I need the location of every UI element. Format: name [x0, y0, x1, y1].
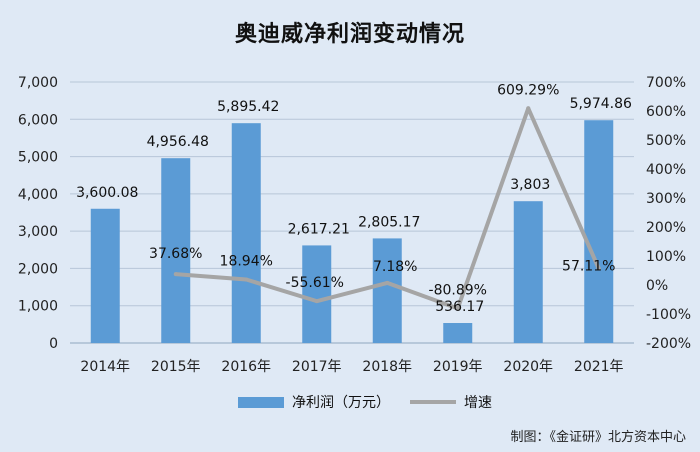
y-left-tick-label: 4,000 — [18, 187, 58, 203]
y-left-tick-label: 6,000 — [18, 112, 58, 128]
y-left-tick-label: 7,000 — [18, 75, 58, 91]
x-tick-label: 2021年 — [574, 359, 624, 375]
legend-item-net-profit: 净利润（万元） — [238, 392, 390, 412]
bar — [372, 238, 402, 343]
bar-data-label: 3,803 — [510, 177, 550, 193]
y-right-tick-label: 200% — [646, 220, 686, 236]
bar-data-label: 2,805.17 — [358, 214, 420, 230]
bar-data-label: 5,974.86 — [570, 96, 632, 112]
bar — [443, 323, 473, 343]
y-left-tick-label: 0 — [49, 336, 58, 352]
growth-data-label: 18.94% — [220, 254, 273, 270]
bar-data-label: 536.17 — [435, 299, 484, 315]
bar — [90, 208, 120, 343]
growth-data-label: 57.11% — [562, 258, 615, 274]
source-credit: 制图：《金证研》北方资本中心 — [510, 430, 686, 445]
legend-swatch-line — [410, 400, 456, 404]
growth-point — [526, 106, 531, 111]
growth-point — [385, 280, 390, 285]
bar — [513, 201, 543, 343]
y-right-tick-label: 100% — [646, 249, 686, 265]
growth-data-label: 7.18% — [373, 259, 417, 275]
y-left-tick-label: 1,000 — [18, 299, 58, 315]
growth-point — [314, 299, 319, 304]
y-right-tick-label: 300% — [646, 191, 686, 207]
growth-point — [596, 266, 601, 271]
x-tick-label: 2015年 — [151, 359, 201, 375]
growth-data-label: -55.61% — [286, 275, 344, 291]
legend: 净利润（万元） 增速 — [0, 392, 700, 416]
y-right-tick-label: -100% — [646, 307, 691, 323]
y-left-tick-label: 2,000 — [18, 261, 58, 277]
y-left-tick-label: 3,000 — [18, 224, 58, 240]
growth-data-label: 37.68% — [149, 246, 202, 262]
y-right-tick-label: 700% — [646, 75, 686, 91]
legend-swatch-bar — [238, 396, 284, 408]
bar-data-label: 3,600.08 — [76, 185, 138, 201]
x-tick-label: 2016年 — [221, 359, 271, 375]
x-tick-label: 2014年 — [80, 359, 130, 375]
growth-point — [173, 272, 178, 277]
growth-point — [244, 277, 249, 282]
y-right-tick-label: -200% — [646, 336, 691, 352]
bar — [161, 158, 191, 343]
growth-data-label: -80.89% — [429, 282, 487, 298]
bar — [584, 120, 614, 343]
legend-label-growth: 增速 — [464, 395, 492, 411]
growth-point — [455, 306, 460, 311]
x-tick-label: 2019年 — [433, 359, 483, 375]
y-right-tick-label: 0% — [646, 278, 668, 294]
y-right-tick-label: 600% — [646, 104, 686, 120]
legend-label-net-profit: 净利润（万元） — [292, 395, 390, 411]
growth-data-label: 609.29% — [497, 82, 559, 98]
bar-data-label: 2,617.21 — [288, 221, 350, 237]
y-right-tick-label: 400% — [646, 162, 686, 178]
legend-item-growth: 增速 — [410, 392, 492, 412]
x-tick-label: 2020年 — [503, 359, 553, 375]
bar — [302, 245, 332, 343]
bar — [231, 123, 261, 343]
y-right-tick-label: 500% — [646, 133, 686, 149]
y-left-tick-label: 5,000 — [18, 150, 58, 166]
bar-data-label: 4,956.48 — [147, 134, 209, 150]
bar-data-label: 5,895.42 — [217, 99, 279, 115]
x-tick-label: 2018年 — [362, 359, 412, 375]
chart-title: 奥迪威净利润变动情况 — [234, 22, 465, 47]
x-tick-label: 2017年 — [292, 359, 342, 375]
